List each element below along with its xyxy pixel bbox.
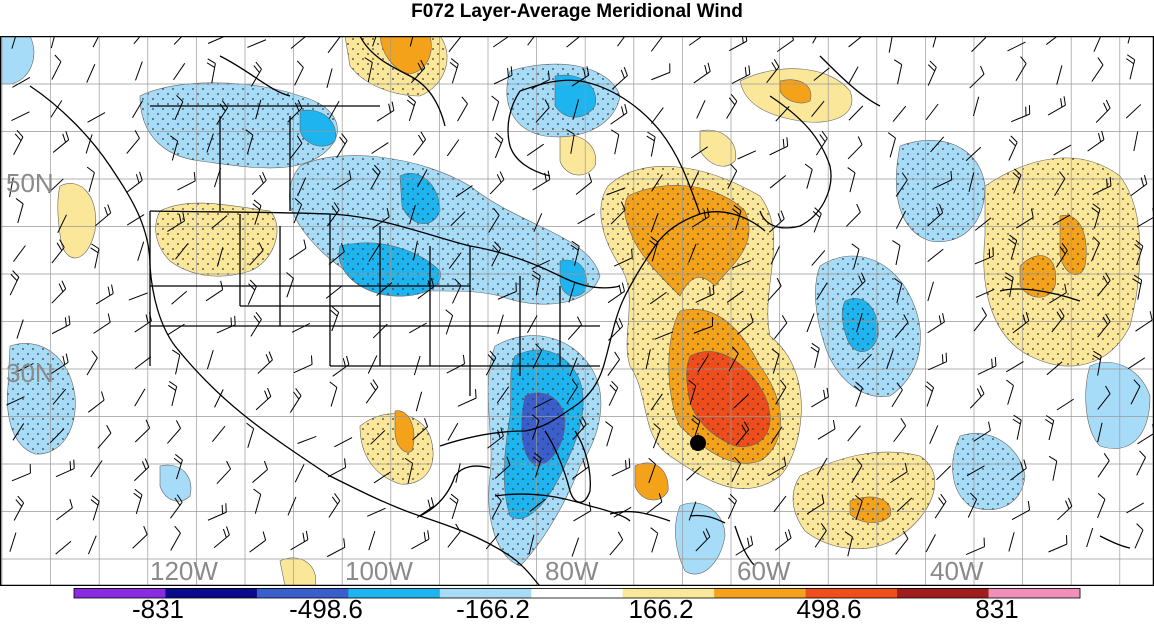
lon-label-120w: 120W	[150, 556, 218, 587]
lon-label-100w: 100W	[345, 556, 413, 587]
colorbar-swatch	[714, 588, 806, 598]
colorbar-label-pos-166: 166.2	[628, 594, 693, 625]
colorbar-label-neg-166: -166.2	[456, 594, 530, 625]
lat-label-50n: 50N	[6, 168, 54, 199]
colorbar-label-neg-831: -831	[132, 594, 184, 625]
storm-center-marker	[690, 435, 706, 451]
wind-map	[0, 36, 1154, 586]
colorbar-label-neg-498: -498.6	[289, 594, 363, 625]
lat-label-30n: 30N	[6, 358, 54, 389]
lon-label-60w: 60W	[737, 556, 790, 587]
map-title: F072 Layer-Average Meridional Wind	[0, 0, 1154, 24]
lon-label-80w: 80W	[545, 556, 598, 587]
colorbar-label-pos-498: 498.6	[796, 594, 861, 625]
colorbar-label-pos-831: 831	[975, 594, 1018, 625]
lon-label-40w: 40W	[930, 556, 983, 587]
colorbar-swatch	[531, 588, 623, 598]
